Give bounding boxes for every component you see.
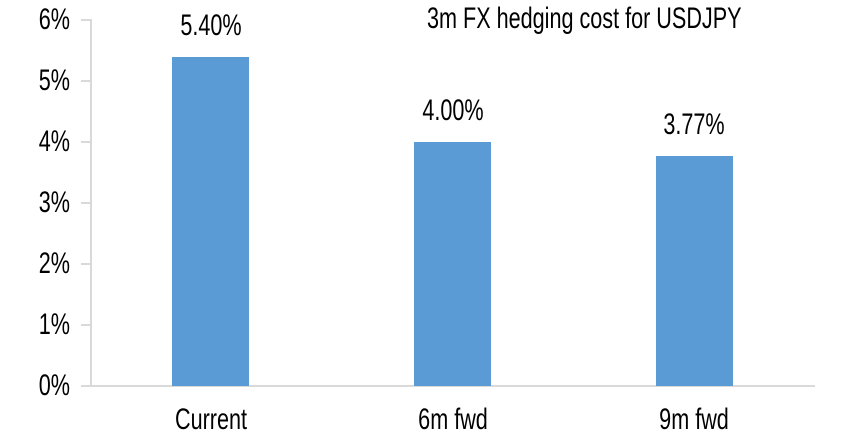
- x-axis-line: [90, 385, 815, 387]
- y-tick-label: 3%: [38, 186, 70, 219]
- y-tick-mark: [81, 263, 90, 265]
- bar-value-label-6m-fwd: 4.00%: [421, 94, 484, 127]
- y-tick-mark: [81, 80, 90, 82]
- y-axis-line: [90, 19, 92, 387]
- bar-value-label-current: 5.40%: [180, 8, 242, 42]
- chart-title: 3m FX hedging cost for USDJPY: [427, 2, 742, 35]
- y-tick-mark: [81, 141, 90, 143]
- y-tick-label: 6%: [38, 3, 70, 36]
- y-tick-mark: [81, 202, 90, 204]
- bar-current: [172, 56, 250, 386]
- y-tick-mark: [81, 324, 90, 326]
- y-tick-label: 0%: [38, 369, 70, 402]
- y-tick-label: 4%: [38, 125, 70, 158]
- bar-value-label-9m-fwd: 3.77%: [663, 108, 725, 142]
- y-tick-mark: [81, 19, 90, 21]
- x-category-label-9m-fwd: 9m fwd: [659, 403, 729, 436]
- bar-9m-fwd: [655, 156, 733, 386]
- y-tick-label: 2%: [38, 247, 70, 280]
- y-tick-mark: [81, 385, 90, 387]
- y-tick-label: 5%: [38, 64, 70, 97]
- x-category-label-current: Current: [174, 403, 247, 436]
- x-category-label-6m-fwd: 6m fwd: [417, 403, 488, 436]
- y-tick-label: 1%: [38, 308, 70, 341]
- bar-6m-fwd: [414, 142, 491, 386]
